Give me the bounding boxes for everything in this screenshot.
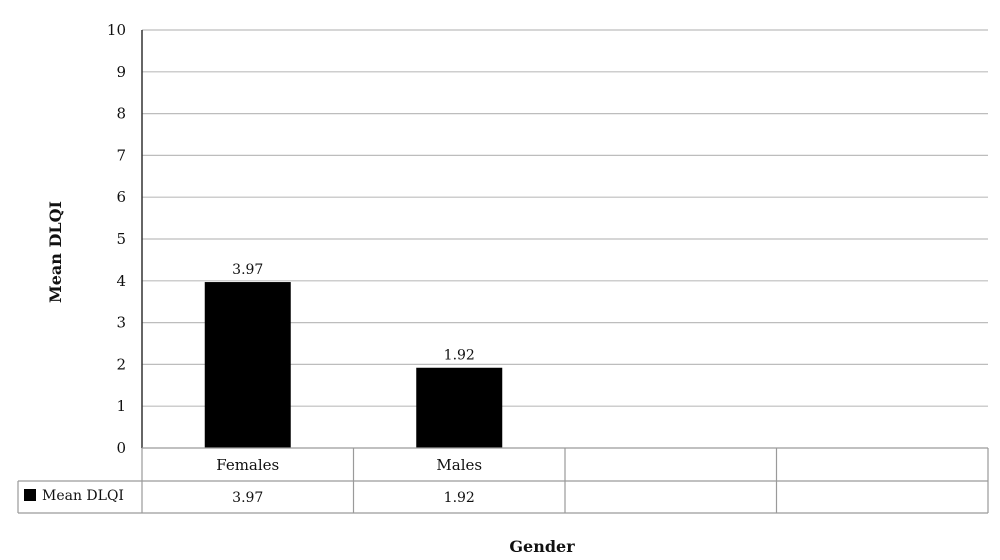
y-tick-label-9: 9: [116, 63, 126, 81]
data-table: Females Males Mean DLQI 3.97 1.92: [17, 447, 989, 514]
legend-swatch: [24, 489, 36, 501]
table-value-males: 1.92: [444, 490, 475, 506]
x-category-label-males: Males: [436, 456, 482, 474]
bars: 3.97 1.92: [204, 262, 503, 448]
y-tick-label-10: 10: [107, 21, 126, 39]
y-tick-label-6: 6: [116, 188, 126, 206]
bar-males: [416, 367, 503, 448]
y-tick-label-5: 5: [116, 230, 126, 248]
y-tick-label-4: 4: [116, 272, 126, 290]
bar-females: [204, 282, 291, 448]
y-tick-label-7: 7: [116, 146, 126, 164]
table-value-females: 3.97: [232, 490, 263, 506]
y-axis-ticks: 0 1 2 3 4 5 6 7 8 9 10: [107, 21, 126, 457]
y-tick-label-0: 0: [116, 439, 126, 457]
y-tick-label-3: 3: [116, 314, 126, 332]
y-tick-label-1: 1: [116, 397, 126, 415]
data-label-females: 3.97: [232, 262, 263, 278]
y-axis-title: Mean DLQI: [46, 201, 65, 303]
data-label-males: 1.92: [444, 348, 475, 364]
y-tick-label-8: 8: [116, 105, 126, 123]
y-tick-label-2: 2: [116, 355, 126, 373]
legend-label: Mean DLQI: [42, 488, 124, 504]
x-category-label-females: Females: [216, 456, 279, 474]
x-axis-title: Gender: [509, 537, 575, 556]
